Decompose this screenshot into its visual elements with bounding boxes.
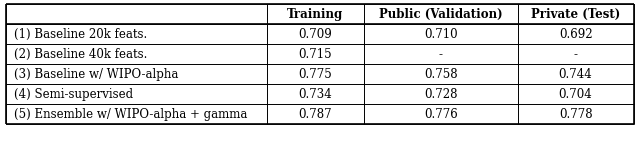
Bar <box>267 84 364 104</box>
Bar <box>518 24 634 44</box>
Bar <box>364 24 518 44</box>
Text: 0.787: 0.787 <box>298 108 332 121</box>
Bar <box>364 4 518 24</box>
Text: -: - <box>439 48 443 61</box>
Text: Training: Training <box>287 8 344 21</box>
Text: 0.776: 0.776 <box>424 108 458 121</box>
Text: (4) Semi-supervised: (4) Semi-supervised <box>14 88 133 101</box>
Bar <box>518 104 634 124</box>
Text: 0.709: 0.709 <box>298 28 332 41</box>
Text: 0.758: 0.758 <box>424 68 458 81</box>
Text: (1) Baseline 20k feats.: (1) Baseline 20k feats. <box>14 28 147 41</box>
Bar <box>267 44 364 64</box>
Bar <box>267 104 364 124</box>
Text: 0.775: 0.775 <box>298 68 332 81</box>
Text: (5) Ensemble w/ WIPO-alpha + gamma: (5) Ensemble w/ WIPO-alpha + gamma <box>14 108 248 121</box>
Bar <box>6 64 267 84</box>
Text: 0.692: 0.692 <box>559 28 593 41</box>
Text: 0.744: 0.744 <box>559 68 593 81</box>
Text: (2) Baseline 40k feats.: (2) Baseline 40k feats. <box>14 48 147 61</box>
Text: 0.734: 0.734 <box>298 88 332 101</box>
Bar <box>364 64 518 84</box>
Text: 0.704: 0.704 <box>559 88 593 101</box>
Bar <box>6 104 267 124</box>
Bar <box>518 84 634 104</box>
Bar <box>267 64 364 84</box>
Text: Public (Validation): Public (Validation) <box>379 8 502 21</box>
Bar <box>518 44 634 64</box>
Bar <box>6 4 267 24</box>
Text: 0.710: 0.710 <box>424 28 458 41</box>
Bar <box>6 44 267 64</box>
Bar <box>6 24 267 44</box>
Bar <box>364 104 518 124</box>
Text: Private (Test): Private (Test) <box>531 8 620 21</box>
Bar <box>267 4 364 24</box>
Bar <box>518 64 634 84</box>
Text: 0.728: 0.728 <box>424 88 458 101</box>
Bar <box>267 24 364 44</box>
Bar <box>518 4 634 24</box>
Bar <box>6 84 267 104</box>
Bar <box>364 44 518 64</box>
Bar <box>364 84 518 104</box>
Text: -: - <box>573 48 577 61</box>
Text: 0.715: 0.715 <box>298 48 332 61</box>
Text: 0.778: 0.778 <box>559 108 593 121</box>
Text: (3) Baseline w/ WIPO-alpha: (3) Baseline w/ WIPO-alpha <box>14 68 179 81</box>
